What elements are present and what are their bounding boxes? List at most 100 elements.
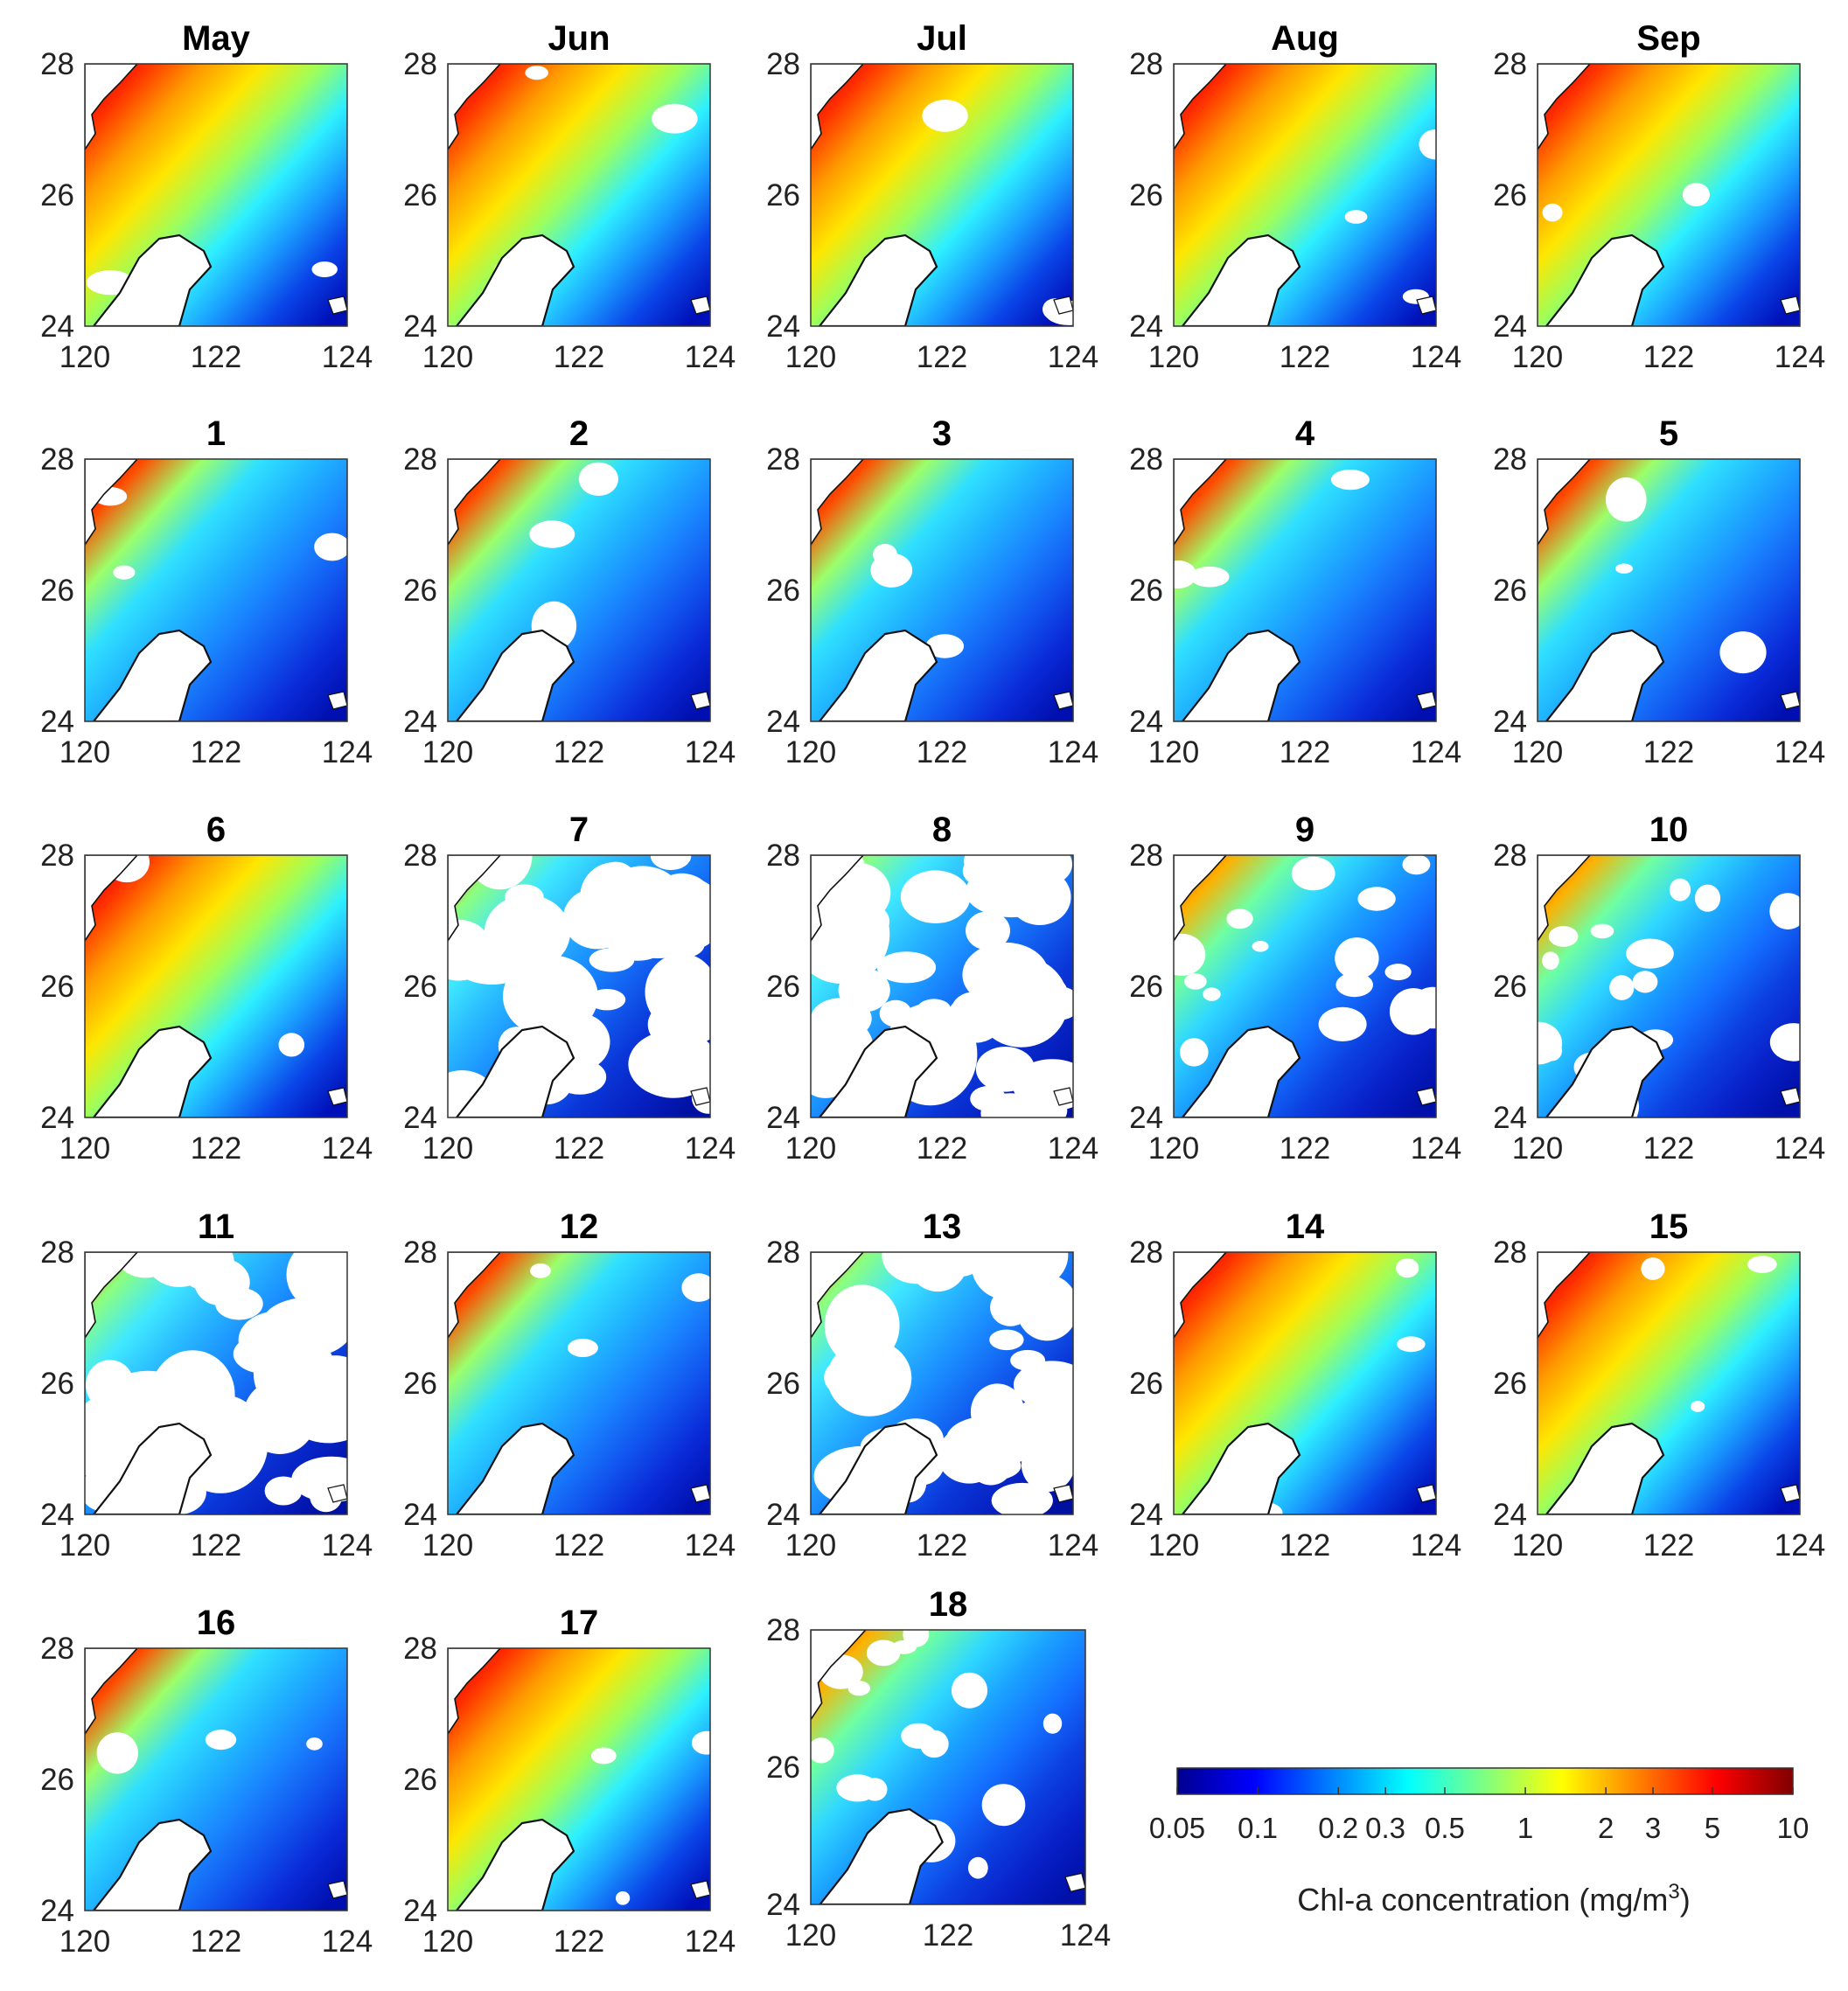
taiwan-land: [1545, 1422, 1665, 1514]
cloud-gap: [1203, 987, 1221, 1001]
y-tick-label: 28: [40, 1632, 74, 1666]
panel-2: 2 24 26 28 120 122 124: [403, 414, 736, 769]
panel-frame: [1537, 63, 1801, 327]
y-tick-label: 28: [40, 839, 74, 873]
cloud-gap: [824, 1284, 900, 1367]
panel-frame: [1173, 458, 1437, 722]
y-tick-label: 24: [40, 1498, 74, 1532]
cloud-gap: [1012, 1059, 1073, 1111]
x-tick-label: 122: [1643, 340, 1694, 374]
y-tick-label: 26: [1493, 970, 1527, 1004]
panel-map: [448, 1648, 710, 1911]
cloud-gap: [1538, 1021, 1563, 1065]
panel-map: [1174, 1252, 1436, 1514]
mainland-land: [448, 64, 502, 151]
x-tick-label: 120: [1148, 1131, 1199, 1166]
island-land: [1053, 691, 1073, 710]
colorbar-tick-label: 0.3: [1365, 1812, 1405, 1844]
panel-map: [811, 64, 1073, 326]
y-tick-label: 24: [403, 1894, 437, 1928]
y-tick-label: 26: [40, 574, 74, 608]
mainland-land: [1538, 855, 1592, 943]
panel-title: 13: [923, 1208, 962, 1246]
y-tick-label: 24: [766, 1888, 800, 1922]
y-tick-label: 26: [403, 574, 437, 608]
y-tick-label: 26: [766, 1367, 800, 1401]
x-tick-label: 122: [923, 1918, 973, 1953]
panel-map: [85, 855, 347, 1117]
island-land: [327, 691, 347, 710]
x-tick-label: 122: [917, 735, 967, 769]
island-land: [690, 1087, 710, 1106]
y-tick-label: 28: [403, 839, 437, 873]
panel-title: 1: [206, 414, 226, 453]
island-land: [327, 1484, 347, 1503]
x-tick-label: 122: [554, 1131, 604, 1166]
panel-map: [448, 1252, 710, 1514]
x-tick-label: 124: [1048, 735, 1098, 769]
mainland-land: [448, 855, 502, 943]
cloud-gap: [223, 1410, 256, 1436]
y-tick-label: 24: [766, 1101, 800, 1135]
panel-map: [1174, 64, 1436, 326]
y-tick-label: 26: [1493, 1367, 1527, 1401]
colorbar-tick-label: 0.2: [1318, 1812, 1358, 1844]
cloud-gap: [529, 520, 575, 548]
panel-title: 6: [206, 811, 226, 849]
colorbar-tick-label: 0.1: [1238, 1812, 1278, 1844]
panel-frame: [810, 1251, 1074, 1515]
y-tick-label: 24: [40, 1894, 74, 1928]
y-tick-label: 28: [766, 839, 800, 873]
colorbar-gradient: [1176, 1767, 1794, 1795]
cloud-gap: [691, 1730, 710, 1755]
y-tick-label: 24: [1129, 1101, 1163, 1135]
y-tick-label: 24: [403, 1498, 437, 1532]
cloud-gap: [1389, 988, 1436, 1035]
x-tick-label: 120: [785, 1131, 836, 1166]
colorbar: 0.05 0.1 0.2 0.3 0.5 1 2 3 5 10 Chl-a concentrati…: [1149, 1767, 1809, 1918]
x-tick-label: 124: [1048, 1528, 1098, 1563]
cloud-gap: [589, 948, 635, 972]
x-tick-label: 122: [191, 735, 241, 769]
x-tick-label: 124: [1048, 1131, 1098, 1166]
cloud-gap: [505, 884, 544, 910]
taiwan-land: [92, 233, 213, 326]
taiwan-land: [819, 1807, 945, 1904]
mainland-land: [1174, 64, 1228, 151]
cloud-gap: [1344, 210, 1368, 224]
island-land: [1416, 1087, 1436, 1106]
cloud-gap: [1396, 1258, 1419, 1278]
panel-map: [1538, 64, 1800, 326]
panel-frame: [1173, 63, 1437, 327]
panel-frame: [84, 63, 348, 327]
y-tick-label: 28: [766, 442, 800, 477]
panel-12: 12 24 26 28 120 122 124: [403, 1208, 736, 1563]
cloud-gap: [1632, 971, 1658, 993]
y-tick-label: 28: [766, 1613, 800, 1647]
cloud-gap: [1291, 856, 1335, 891]
taiwan-land: [92, 629, 213, 721]
y-tick-label: 26: [403, 1763, 437, 1797]
colorbar-label: Chl-a concentration (mg/m3): [1297, 1880, 1691, 1918]
island-land: [1416, 296, 1436, 315]
cloud-gap: [991, 1482, 1053, 1514]
cloud-gap: [1641, 1257, 1665, 1280]
y-tick-label: 24: [766, 1498, 800, 1532]
panel-frame: [1537, 1251, 1801, 1515]
taiwan-land: [92, 1818, 213, 1911]
y-tick-label: 26: [40, 1763, 74, 1797]
cloud-gap: [989, 1329, 1024, 1351]
panel-title: 12: [560, 1208, 599, 1246]
x-tick-label: 124: [1060, 1918, 1111, 1953]
panel-11: 11 24 26 28 120 122 124: [40, 1208, 373, 1563]
x-tick-label: 120: [1148, 1528, 1199, 1563]
colorbar-tick-label: 1: [1517, 1812, 1533, 1844]
x-tick-label: 120: [1512, 1131, 1563, 1166]
panel-title: 2: [569, 414, 589, 453]
panel-map: [811, 1630, 1085, 1904]
y-tick-label: 24: [1493, 705, 1527, 739]
cloud-gap: [1184, 973, 1207, 990]
taiwan-land: [1545, 233, 1665, 326]
